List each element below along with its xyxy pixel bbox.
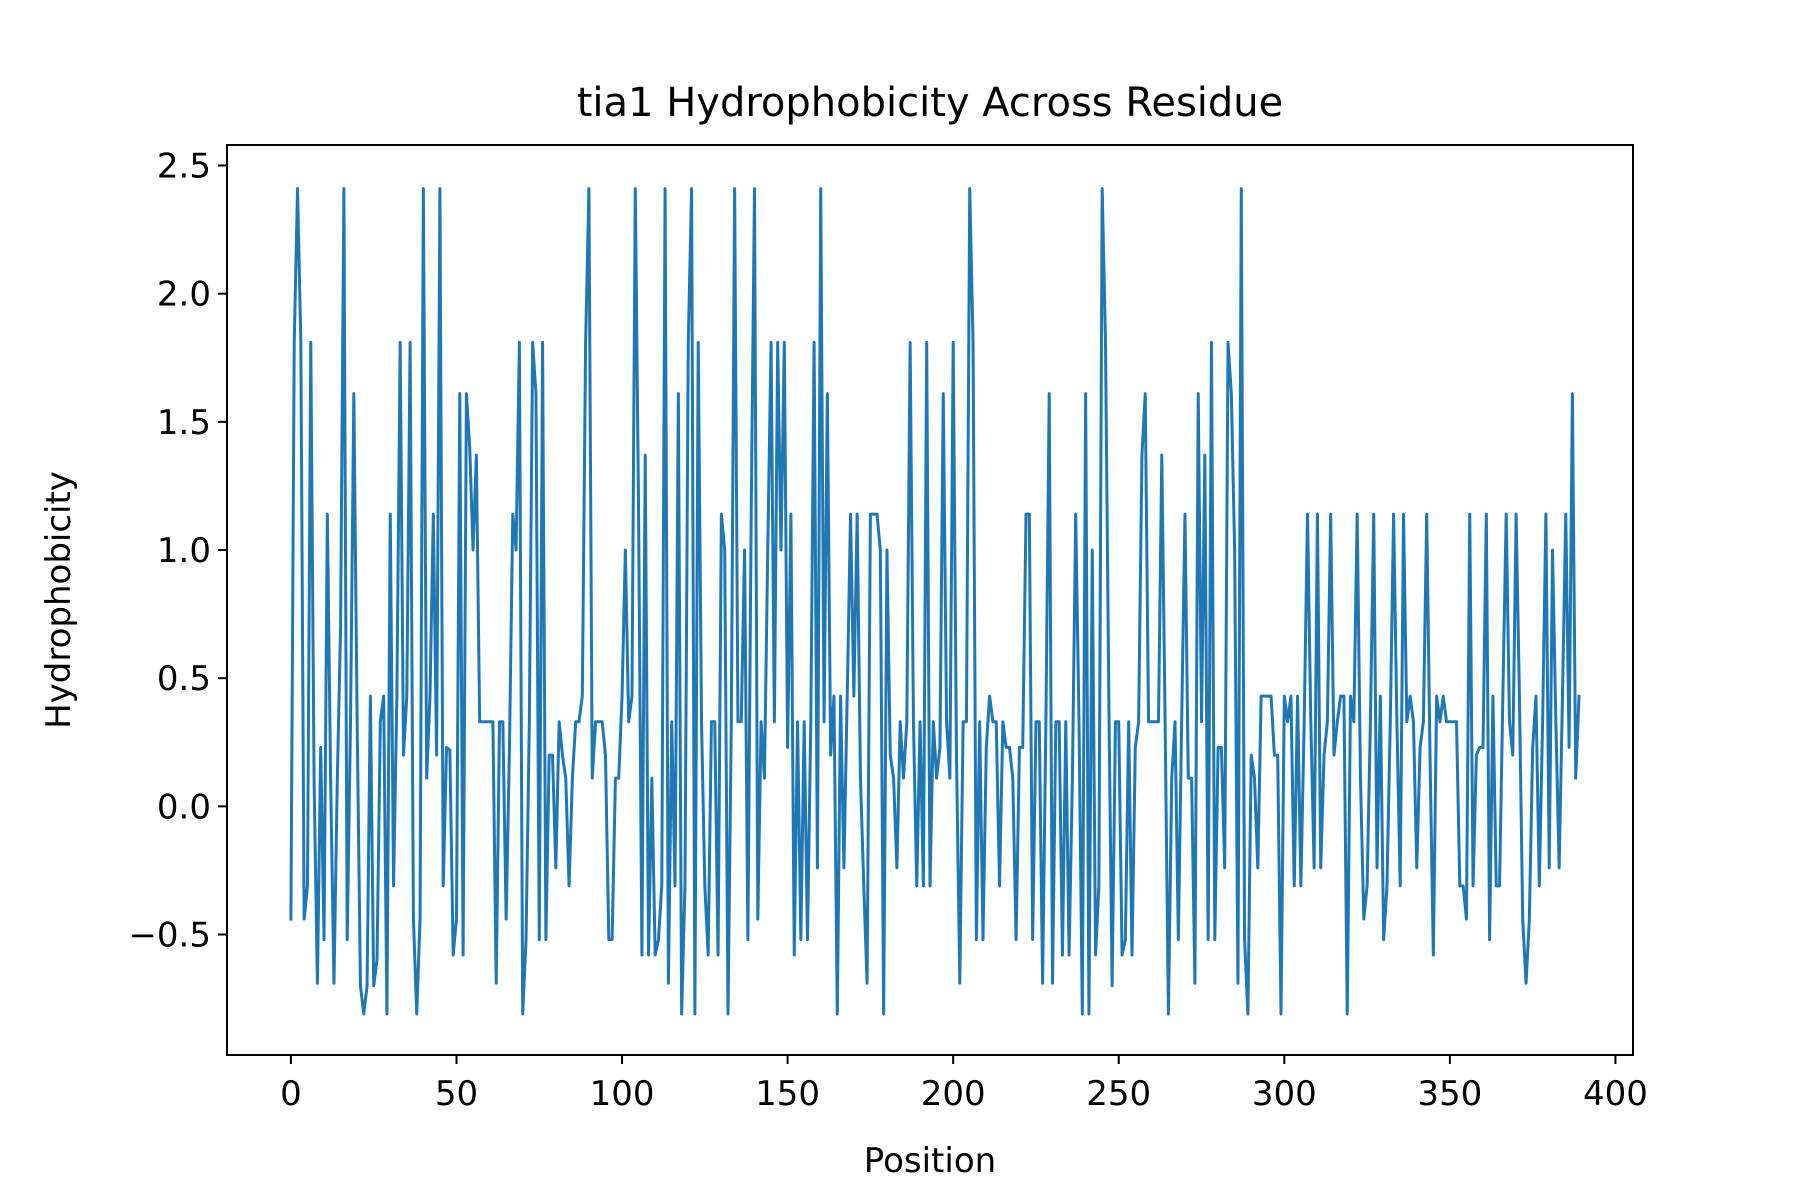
y-axis-ticks: −0.5 0.0 0.5 1.0 1.5 2.0 2.5 [128, 147, 227, 956]
x-axis-ticks: 0 50 100 150 200 250 300 350 400 [280, 1055, 1648, 1114]
y-axis-label: Hydrophobicity [39, 471, 79, 729]
series-line [289, 187, 1581, 1016]
x-tick-label: 200 [921, 1074, 986, 1114]
x-tick-label: 0 [280, 1074, 302, 1114]
y-tick-label: 2.0 [157, 275, 211, 315]
y-tick-label: 1.5 [157, 403, 211, 443]
y-tick-label: 0.5 [157, 659, 211, 699]
x-tick-label: 300 [1252, 1074, 1317, 1114]
x-tick-label: 400 [1583, 1074, 1648, 1114]
x-tick-label: 100 [590, 1074, 655, 1114]
y-tick-label: 2.5 [157, 147, 211, 187]
chart-title: tia1 Hydrophobicity Across Residue [577, 80, 1284, 126]
x-tick-label: 350 [1417, 1074, 1482, 1114]
x-tick-label: 150 [755, 1074, 820, 1114]
series-layer [289, 187, 1581, 1016]
y-tick-label: 0.0 [157, 787, 211, 827]
x-axis-label: Position [864, 1141, 996, 1181]
x-tick-label: 50 [435, 1074, 478, 1114]
y-tick-label: 1.0 [157, 531, 211, 571]
y-tick-label: −0.5 [128, 916, 211, 956]
plot-frame [226, 144, 1634, 1056]
x-tick-label: 250 [1086, 1074, 1151, 1114]
